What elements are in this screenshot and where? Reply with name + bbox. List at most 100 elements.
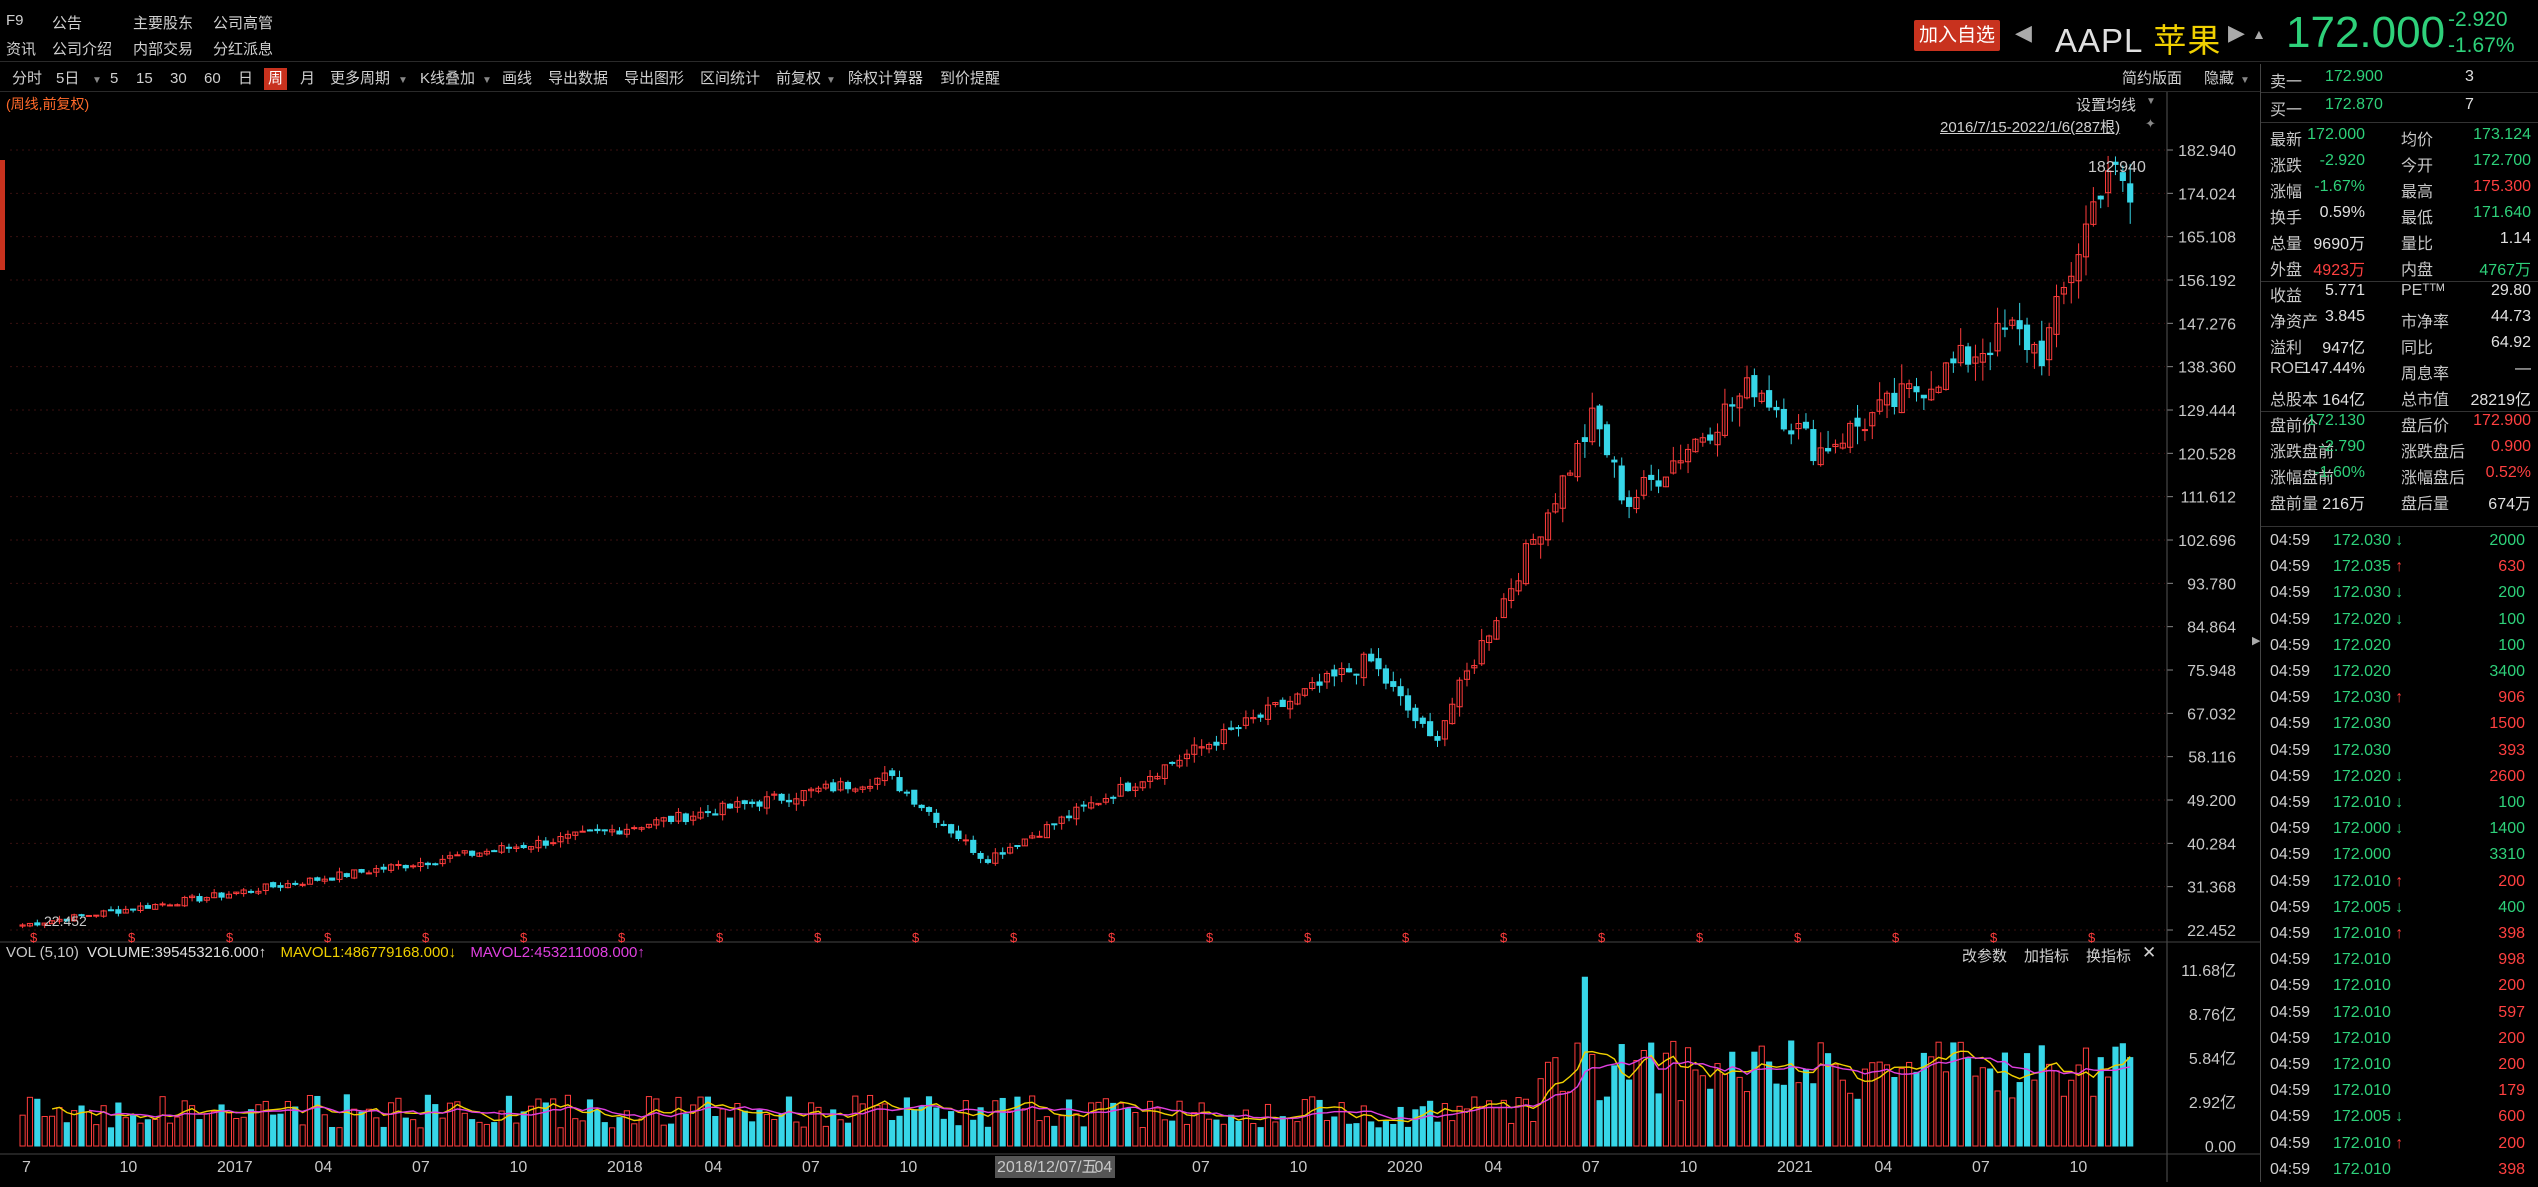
y-axis-label: 182.940 <box>2178 143 2236 160</box>
volume-bar <box>1043 1116 1050 1147</box>
ask1-label: 卖一 <box>2270 74 2303 91</box>
volume-bar <box>623 1110 630 1147</box>
nav-link-f9[interactable]: F9 <box>6 12 24 29</box>
hide-button[interactable]: 隐藏 <box>2204 70 2235 87</box>
nav-link-major-shareholders[interactable]: 主要股东 <box>133 15 194 32</box>
chevron-down-icon[interactable]: ▼ <box>2240 75 2250 86</box>
adjust-mode-dropdown[interactable]: 前复权 <box>776 70 822 87</box>
candle <box>1250 717 1257 720</box>
candle <box>1139 781 1146 789</box>
chart-canvas[interactable]: $ $ $ $ $ $ $ $ $ $ $ $ $ $ $ $ $ $ $ $ $ $ 182.940 174.024 165… <box>0 92 2260 1182</box>
volume-bar <box>1869 1062 1876 1147</box>
quote-label: 涨跌盘前 <box>2270 444 2335 461</box>
chevron-down-icon[interactable]: ▼ <box>2146 96 2156 107</box>
ex-rights-calculator-button[interactable]: 除权计算器 <box>848 70 924 87</box>
period-intraday[interactable]: 分时 <box>12 70 43 87</box>
tick-price: 172.000 <box>2333 846 2391 864</box>
candle <box>2090 201 2097 225</box>
x-axis-label: 10 <box>1290 1159 1308 1176</box>
bell-icon[interactable]: ▲ <box>2252 26 2266 42</box>
candle <box>1331 669 1338 677</box>
period-week[interactable]: 周 <box>264 68 288 90</box>
vol-indicator-name[interactable]: VOL (5,10) <box>6 944 79 961</box>
chevron-down-icon[interactable]: ▼ <box>482 75 492 86</box>
pin-icon[interactable]: ✦ <box>2145 116 2156 131</box>
nav-link-insider-trading[interactable]: 内部交易 <box>133 41 194 58</box>
set-ma-button[interactable]: 设置均线 <box>2076 97 2137 114</box>
collapse-panel-icon[interactable]: ▶ <box>2252 635 2261 647</box>
candle <box>948 824 955 834</box>
kline-chart[interactable]: $ $ $ $ $ $ $ $ $ $ $ $ $ $ $ $ $ $ $ $ $ $ 182.940 174.024 165… <box>0 92 2260 1182</box>
period-15min[interactable]: 15 <box>136 70 153 87</box>
volume-bar <box>1559 1090 1566 1147</box>
simple-layout-button[interactable]: 简约版面 <box>2122 70 2183 87</box>
kline-overlay-dropdown[interactable]: K线叠加 <box>420 70 476 87</box>
tick-price: 172.020 <box>2333 636 2391 654</box>
period-60min[interactable]: 60 <box>204 70 221 87</box>
edit-params-button[interactable]: 改参数 <box>1962 948 2008 965</box>
nav-link-company-intro[interactable]: 公司介绍 <box>52 41 113 58</box>
volume-bar <box>1670 1040 1677 1147</box>
quote-label: 涨跌盘后 <box>2401 444 2466 461</box>
export-chart-button[interactable]: 导出图形 <box>624 70 685 87</box>
quote-label: 均价 <box>2401 132 2434 149</box>
y-axis-label: 147.276 <box>2178 316 2236 333</box>
volume-bar <box>1942 1071 1950 1147</box>
nav-link-dividends[interactable]: 分红派息 <box>213 41 274 58</box>
next-stock-icon[interactable]: ▶ <box>2228 20 2245 45</box>
candle <box>1427 721 1434 737</box>
candle <box>1847 422 1854 448</box>
y-axis-label: 93.780 <box>2187 576 2236 593</box>
add-to-watchlist-button[interactable]: 加入自选 <box>1914 20 2000 51</box>
volume-bar <box>1264 1103 1272 1147</box>
period-month[interactable]: 月 <box>300 70 316 87</box>
candle <box>1095 802 1102 806</box>
nav-link-announcements[interactable]: 公告 <box>52 15 83 32</box>
period-5day[interactable]: 5日 <box>56 70 80 87</box>
price-alert-button[interactable]: 到价提醒 <box>940 70 1001 87</box>
draw-line-button[interactable]: 画线 <box>502 70 533 87</box>
y-axis-label: 84.864 <box>2187 620 2236 637</box>
tick-price: 172.010 ↑ <box>2333 1134 2404 1152</box>
volume-bar <box>498 1110 505 1147</box>
candle <box>1552 503 1559 513</box>
volume-bar <box>1235 1120 1242 1147</box>
tick-time: 04:59 <box>2270 1003 2311 1021</box>
scroll-indicator[interactable] <box>0 160 5 270</box>
candle <box>115 909 122 914</box>
quote-value: 5.771 <box>2324 282 2365 299</box>
prev-stock-icon[interactable]: ◀ <box>2015 20 2032 45</box>
candle <box>1883 392 1891 406</box>
date-range-label[interactable]: 2016/7/15-2022/1/6(287根) <box>1940 119 2121 136</box>
nav-link-news[interactable]: 资讯 <box>6 41 37 58</box>
candle <box>889 770 896 776</box>
chevron-down-icon[interactable]: ▼ <box>92 75 102 86</box>
candle <box>513 846 520 850</box>
stock-title: AAPL 苹果 <box>2055 14 2221 62</box>
quote-label: 总量 <box>2270 236 2303 253</box>
add-indicator-button[interactable]: 加指标 <box>2024 948 2070 965</box>
candle <box>1898 383 1905 414</box>
tick-volume: 630 <box>2498 558 2525 576</box>
period-5min[interactable]: 5 <box>110 70 119 87</box>
chevron-down-icon[interactable]: ▼ <box>826 75 836 86</box>
candle <box>999 852 1006 855</box>
volume-bar <box>668 1123 675 1147</box>
nav-link-executives[interactable]: 公司高管 <box>213 15 274 32</box>
export-data-button[interactable]: 导出数据 <box>548 70 609 87</box>
period-30min[interactable]: 30 <box>170 70 187 87</box>
switch-indicator-button[interactable]: 换指标 <box>2086 948 2132 965</box>
volume-bar <box>1390 1123 1397 1147</box>
candle <box>903 791 910 794</box>
candle <box>1412 707 1419 722</box>
candle <box>1876 399 1883 412</box>
close-icon[interactable]: ✕ <box>2142 943 2157 962</box>
volume-bar <box>1950 1042 1957 1147</box>
period-day[interactable]: 日 <box>238 70 254 87</box>
volume-bar <box>1721 1073 1728 1147</box>
more-periods-dropdown[interactable]: 更多周期 <box>330 70 391 87</box>
chevron-down-icon[interactable]: ▼ <box>398 75 408 86</box>
candle <box>1618 465 1625 501</box>
range-stats-button[interactable]: 区间统计 <box>700 70 761 87</box>
volume-bar <box>1360 1105 1367 1147</box>
